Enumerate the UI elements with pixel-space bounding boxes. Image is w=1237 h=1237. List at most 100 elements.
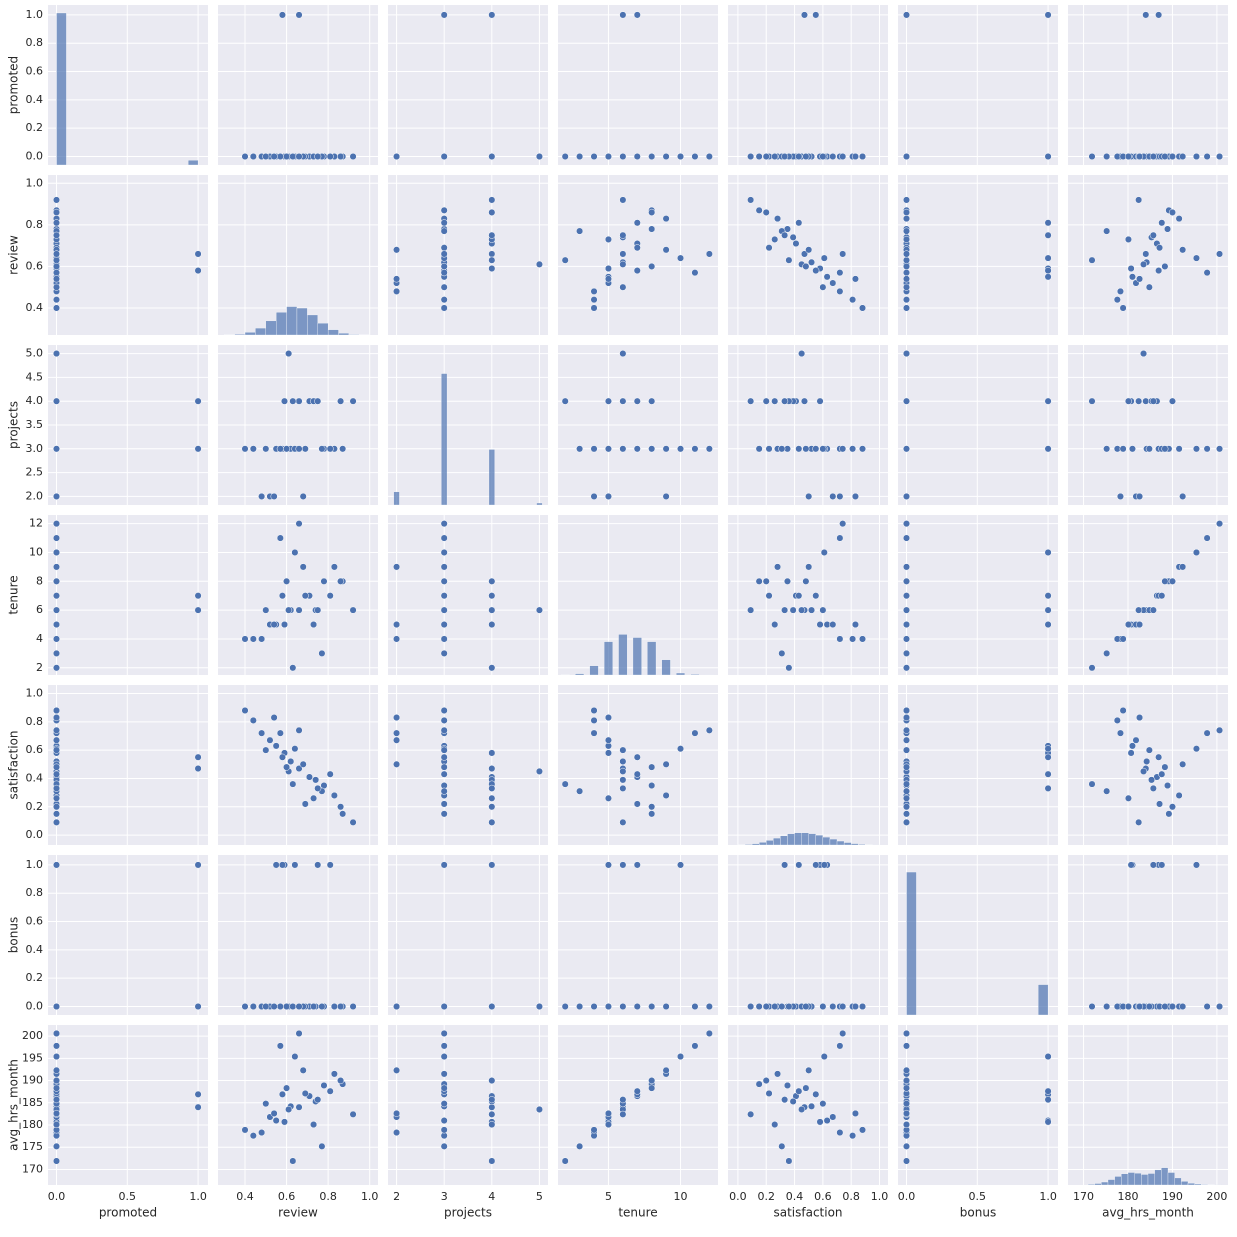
- scatter-point: [272, 1117, 280, 1125]
- scatter-point: [1168, 1002, 1176, 1011]
- scatter-point: [440, 152, 448, 161]
- x-axis-label: tenure: [618, 1206, 657, 1220]
- scatter-point: [276, 729, 284, 737]
- scatter-point: [1088, 152, 1096, 161]
- scatter-point: [535, 1002, 543, 1011]
- scatter-point: [604, 235, 613, 243]
- scatter-point: [902, 746, 911, 754]
- scatter-point: [488, 196, 496, 204]
- panel-background: [1068, 515, 1228, 675]
- y-tick-label: 2.0: [26, 489, 44, 502]
- scatter-point: [762, 397, 770, 405]
- scatter-point: [283, 445, 291, 453]
- scatter-point: [902, 563, 911, 571]
- scatter-point: [902, 227, 911, 235]
- scatter-point: [440, 296, 448, 304]
- panel-background: [898, 855, 1058, 1015]
- scatter-point: [440, 800, 448, 808]
- scatter-point: [771, 235, 779, 243]
- y-tick-label: 0.0: [26, 150, 44, 163]
- y-axis-label: promoted: [7, 56, 21, 114]
- scatter-point: [289, 397, 297, 405]
- scatter-point: [807, 606, 816, 614]
- scatter-point: [488, 764, 496, 773]
- scatter-point: [52, 810, 61, 818]
- scatter-point: [802, 1084, 810, 1092]
- scatter-point: [902, 269, 911, 277]
- scatter-point: [619, 283, 627, 291]
- scatter-point: [902, 780, 911, 788]
- scatter-point: [52, 563, 61, 571]
- x-tick-label: 5: [536, 1190, 543, 1203]
- scatter-point: [278, 592, 286, 600]
- x-tick-label: 0.4: [786, 1190, 804, 1203]
- scatter-point: [270, 492, 278, 500]
- scatter-point: [349, 1110, 357, 1118]
- scatter-point: [278, 1090, 286, 1098]
- scatter-point: [902, 296, 911, 304]
- scatter-point: [662, 492, 670, 500]
- panel-background: [898, 5, 1058, 165]
- scatter-point: [1179, 152, 1187, 161]
- scatter-point: [52, 445, 61, 453]
- x-tick-label: 180: [1118, 1190, 1139, 1203]
- scatter-point: [902, 818, 911, 826]
- scatter-point: [807, 258, 816, 266]
- scatter-point: [52, 770, 61, 778]
- scatter-point: [851, 1109, 859, 1117]
- y-tick-label: 10: [29, 545, 43, 558]
- scatter-point: [648, 763, 656, 771]
- scatter-point: [590, 1126, 598, 1134]
- scatter-point: [836, 287, 844, 295]
- scatter-point: [633, 11, 641, 19]
- histogram-bar: [1147, 1173, 1155, 1186]
- scatter-point: [1044, 753, 1052, 761]
- scatter-point: [314, 784, 322, 792]
- scatter-point: [604, 861, 613, 869]
- scatter-point: [576, 1142, 584, 1150]
- scatter-point: [619, 1110, 627, 1118]
- scatter-point: [619, 350, 627, 358]
- scatter-point: [816, 620, 824, 629]
- scatter-point: [262, 746, 270, 754]
- histogram-bar: [618, 634, 628, 676]
- scatter-point: [836, 1042, 844, 1050]
- scatter-point: [902, 215, 911, 223]
- scatter-point: [1149, 784, 1157, 792]
- scatter-point: [1203, 269, 1211, 277]
- scatter-point: [774, 563, 782, 571]
- scatter-point: [52, 1002, 61, 1011]
- histogram-bar: [1107, 1179, 1115, 1186]
- scatter-point: [488, 784, 496, 792]
- scatter-point: [52, 1029, 61, 1037]
- scatter-point: [440, 1084, 448, 1092]
- histogram-bar: [843, 842, 852, 846]
- scatter-point: [1216, 152, 1224, 161]
- scatter-point: [349, 397, 357, 405]
- scatter-point: [283, 763, 291, 771]
- scatter-point: [771, 397, 779, 405]
- scatter-point: [488, 1096, 496, 1104]
- histogram-bar: [603, 641, 613, 676]
- scatter-point: [283, 152, 291, 161]
- scatter-point: [337, 803, 345, 811]
- scatter-point: [781, 606, 789, 614]
- scatter-point: [314, 1096, 322, 1104]
- scatter-point: [440, 283, 448, 291]
- scatter-point: [576, 152, 584, 161]
- scatter-point: [52, 196, 61, 204]
- scatter-point: [747, 152, 755, 161]
- scatter-point: [280, 1118, 289, 1126]
- histogram-bar: [647, 641, 657, 676]
- y-tick-label: 5.0: [26, 347, 44, 360]
- scatter-point: [902, 649, 911, 657]
- scatter-point: [488, 803, 496, 811]
- scatter-point: [648, 1002, 656, 1011]
- scatter-point: [52, 269, 61, 277]
- scatter-point: [1179, 563, 1187, 571]
- scatter-point: [1216, 250, 1224, 258]
- scatter-point: [337, 152, 345, 161]
- scatter-point: [902, 250, 911, 258]
- histogram-bar: [1154, 1169, 1162, 1186]
- y-tick-label: 0.4: [26, 301, 44, 314]
